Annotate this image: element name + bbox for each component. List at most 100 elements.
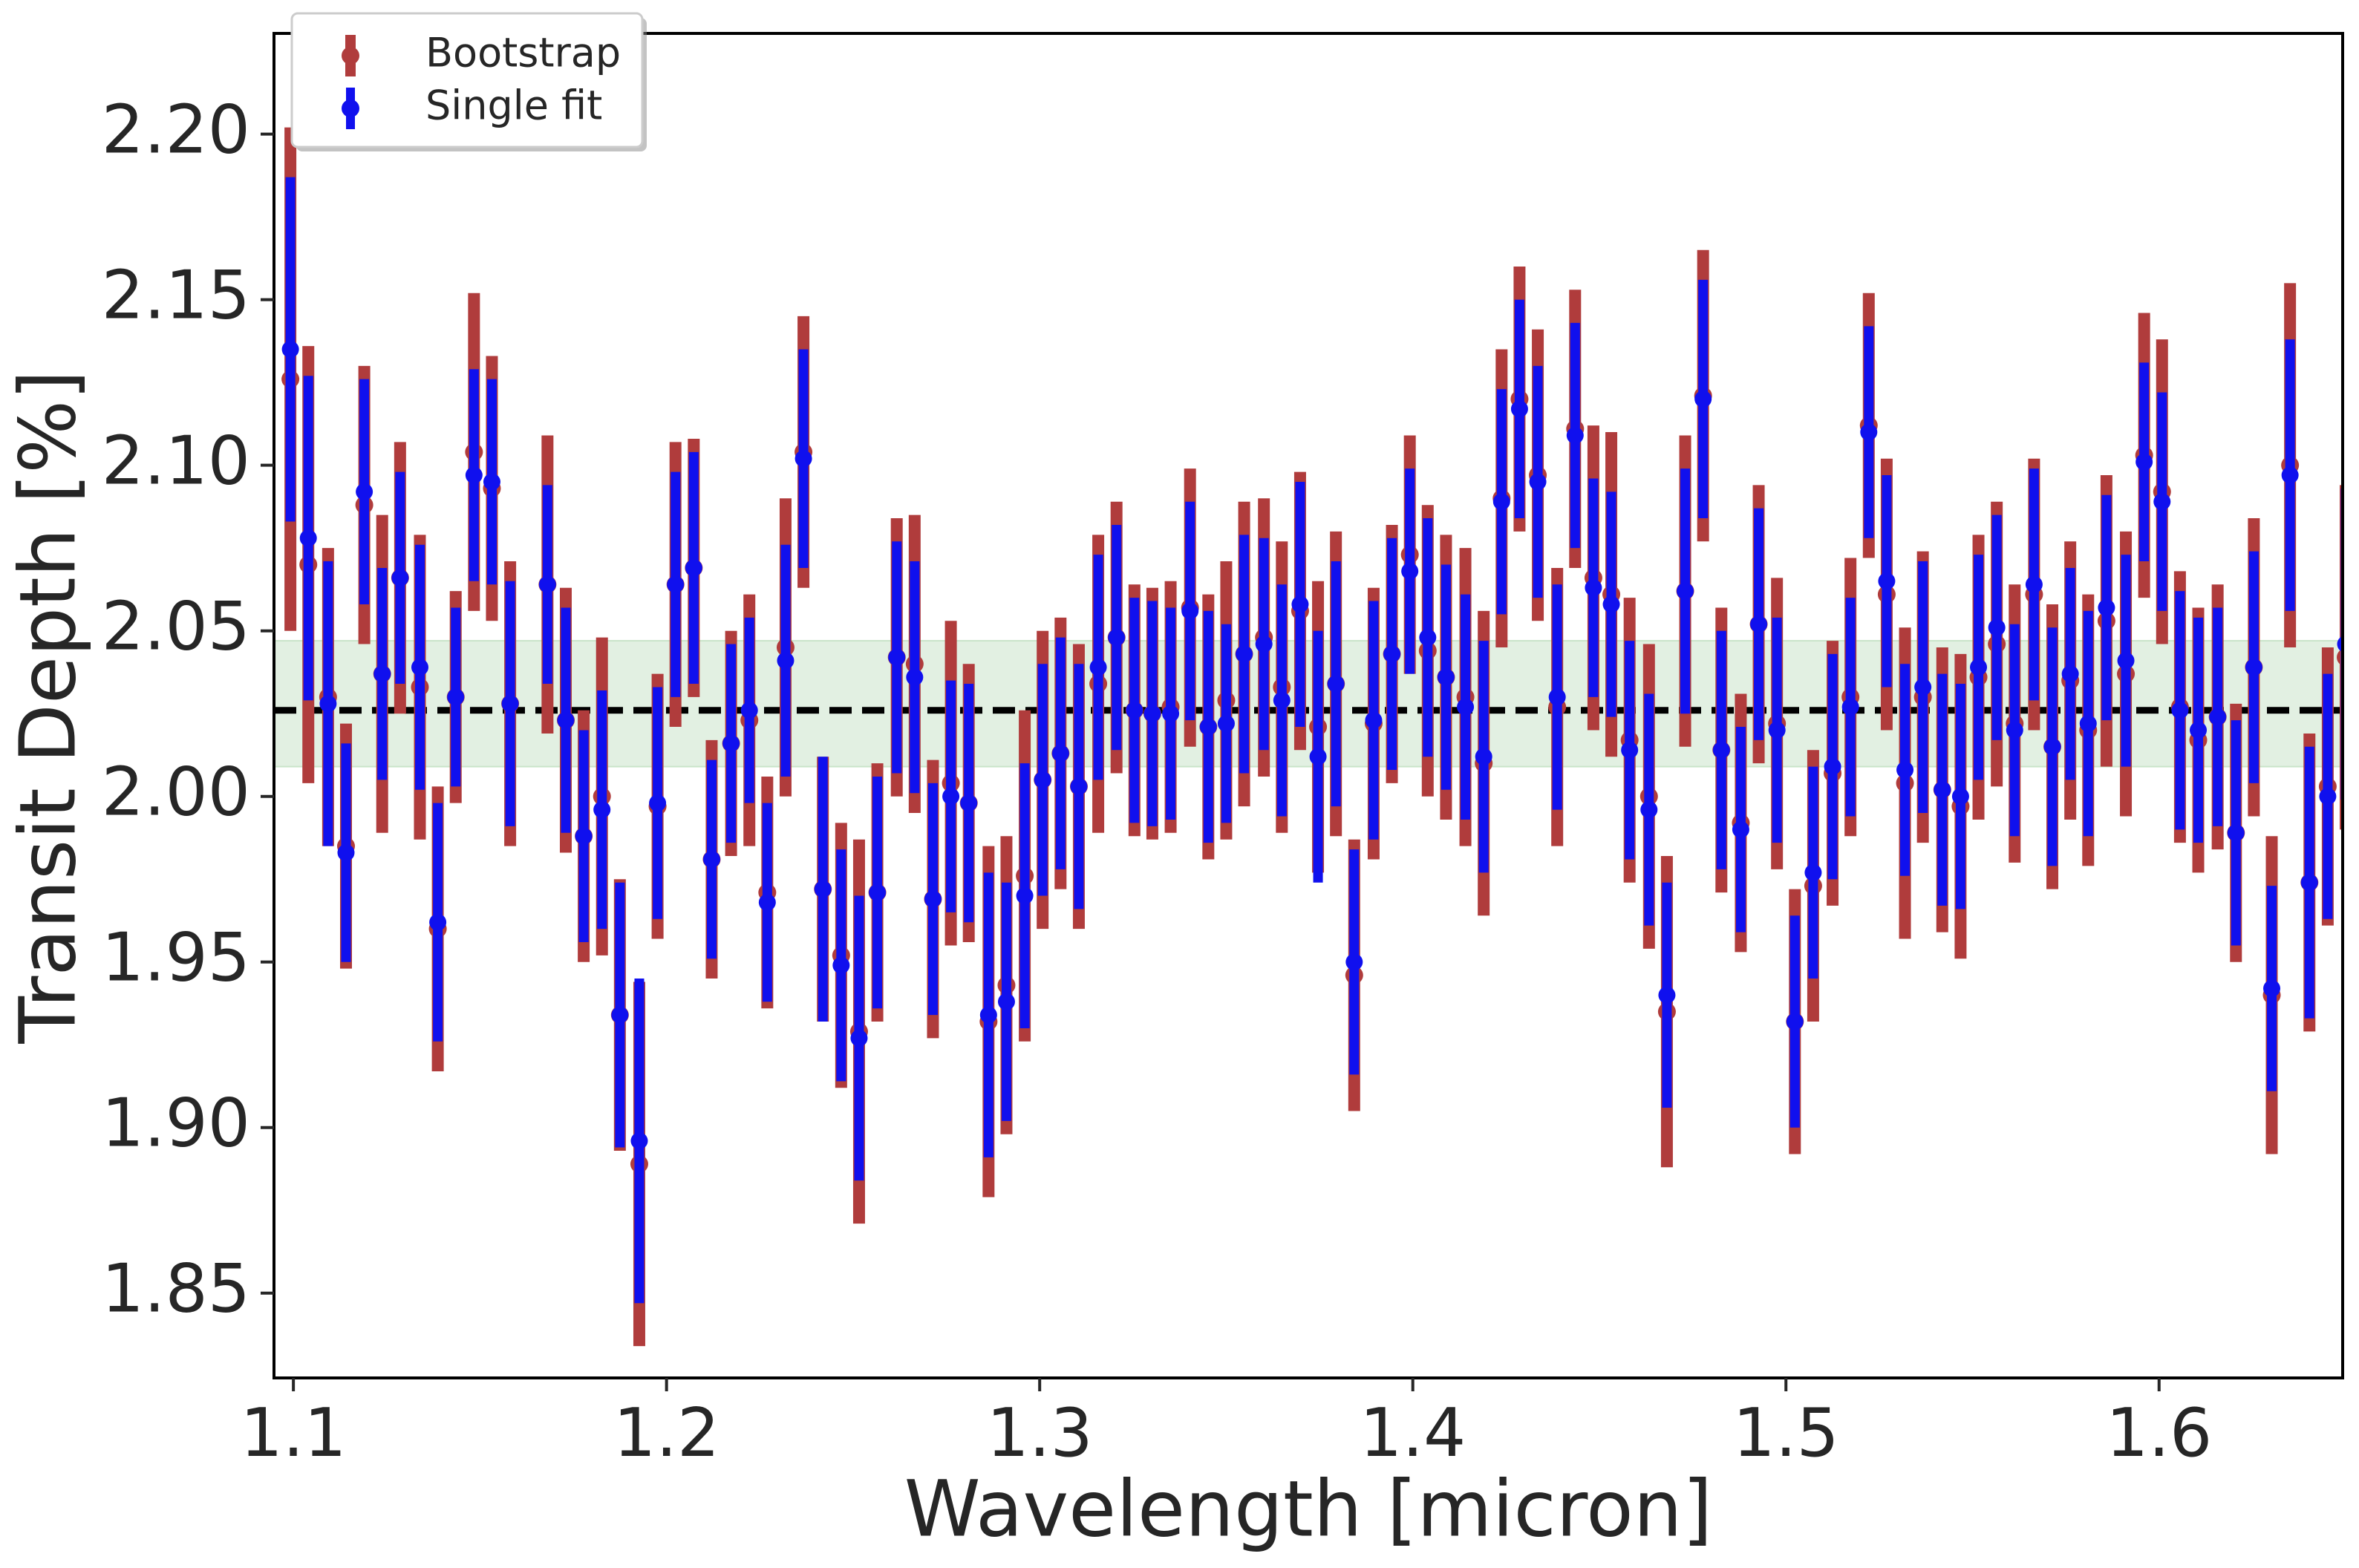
x-tick-label: 1.1 xyxy=(241,1394,347,1472)
marker xyxy=(2300,874,2318,892)
marker xyxy=(1548,688,1566,706)
marker xyxy=(2117,652,2135,670)
marker xyxy=(575,827,593,845)
marker xyxy=(1658,986,1676,1004)
marker xyxy=(2025,575,2043,593)
y-axis-label: Transit Depth [%] xyxy=(2,370,93,1044)
marker xyxy=(906,668,924,686)
x-tick-label: 1.5 xyxy=(1733,1394,1839,1472)
marker xyxy=(2136,453,2153,471)
marker xyxy=(483,473,500,491)
x-tick-label: 1.4 xyxy=(1360,1394,1466,1472)
marker xyxy=(2281,466,2299,484)
marker xyxy=(1914,679,1932,696)
marker xyxy=(1181,602,1199,620)
y-tick-label: 1.95 xyxy=(102,919,250,997)
marker xyxy=(1143,705,1161,722)
marker xyxy=(411,659,428,676)
marker xyxy=(758,893,776,911)
marker xyxy=(1016,887,1034,905)
marker xyxy=(2190,722,2208,739)
marker xyxy=(2245,659,2262,676)
marker xyxy=(1126,702,1143,719)
marker xyxy=(1034,771,1051,788)
marker xyxy=(869,883,887,901)
legend-swatch-marker xyxy=(342,47,359,65)
marker xyxy=(1824,758,1841,776)
marker xyxy=(337,844,355,862)
marker xyxy=(1988,618,2006,636)
marker xyxy=(1401,562,1419,580)
marker xyxy=(1951,788,1969,806)
y-tick-label: 2.10 xyxy=(102,422,250,500)
legend-label: Bootstrap xyxy=(425,30,621,76)
legend-box xyxy=(290,12,644,148)
marker xyxy=(1621,741,1639,759)
marker xyxy=(722,734,740,752)
legend: Bootstrap Single fit xyxy=(290,12,647,151)
x-tick-label: 1.3 xyxy=(987,1394,1093,1472)
marker xyxy=(1236,645,1253,663)
marker xyxy=(593,801,611,819)
marker xyxy=(465,466,483,484)
marker xyxy=(1602,595,1620,613)
marker xyxy=(1255,636,1273,653)
marker xyxy=(1217,715,1235,733)
x-tick-label: 1.6 xyxy=(2106,1394,2212,1472)
marker xyxy=(557,711,575,729)
marker xyxy=(1108,629,1126,647)
marker xyxy=(1677,582,1694,600)
y-tick-label: 2.15 xyxy=(102,257,250,335)
marker xyxy=(667,575,685,593)
marker xyxy=(373,665,391,683)
marker xyxy=(777,652,795,670)
marker xyxy=(630,1132,648,1150)
marker xyxy=(1860,423,1878,441)
marker xyxy=(2319,788,2337,806)
marker xyxy=(1273,691,1291,709)
marker xyxy=(1309,748,1327,765)
marker xyxy=(319,695,337,713)
marker xyxy=(1070,777,1088,795)
frame xyxy=(273,32,2344,1379)
marker xyxy=(2209,708,2227,726)
marker xyxy=(832,956,850,974)
marker xyxy=(1437,668,1455,686)
x-tick-label: 1.2 xyxy=(613,1394,720,1472)
marker xyxy=(960,794,978,812)
marker xyxy=(2061,665,2079,683)
marker xyxy=(997,993,1015,1010)
marker xyxy=(2171,702,2189,719)
marker xyxy=(649,794,667,812)
marker xyxy=(1768,722,1786,739)
marker xyxy=(1345,953,1363,971)
marker xyxy=(1383,645,1401,663)
marker xyxy=(501,695,519,713)
marker xyxy=(1896,761,1914,779)
marker xyxy=(2043,738,2061,756)
marker xyxy=(2006,722,2023,739)
marker xyxy=(1934,781,1951,799)
legend-label: Single fit xyxy=(425,82,602,129)
marker xyxy=(888,648,906,666)
marker xyxy=(1566,427,1584,445)
marker xyxy=(1051,745,1069,762)
marker xyxy=(814,881,832,898)
marker xyxy=(1162,705,1180,722)
y-tick-label: 2.20 xyxy=(102,91,250,169)
marker xyxy=(356,483,373,500)
marker xyxy=(2098,598,2115,616)
marker xyxy=(611,1006,629,1024)
marker xyxy=(429,913,447,931)
marker xyxy=(1694,390,1712,408)
x-axis-label: Wavelength [micron] xyxy=(904,1463,1713,1554)
marker xyxy=(702,850,720,868)
marker xyxy=(1804,863,1822,881)
marker xyxy=(1786,1013,1804,1030)
marker xyxy=(281,341,299,359)
marker xyxy=(538,575,556,593)
marker xyxy=(740,702,758,719)
marker xyxy=(924,890,942,908)
marker xyxy=(979,1006,997,1024)
